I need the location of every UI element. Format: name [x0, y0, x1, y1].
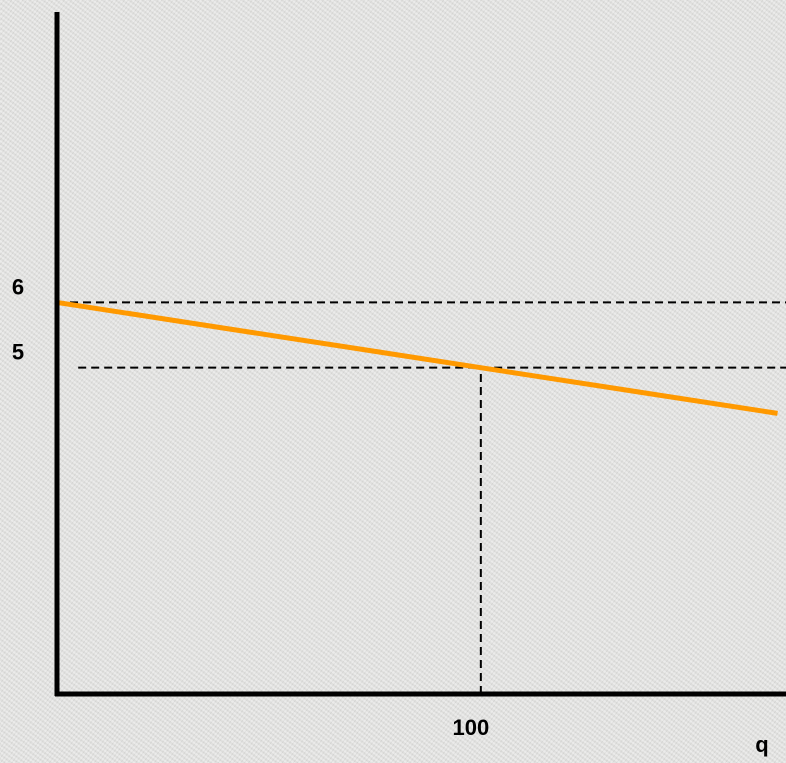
tick-labels: 6 5 100	[12, 274, 489, 740]
x-axis-label: q	[755, 732, 768, 757]
y-tick-label: 6	[12, 274, 24, 299]
series-line-0	[56, 299, 778, 416]
y-tick-label: 5	[12, 340, 24, 365]
x-tick-label: 100	[452, 715, 489, 740]
series-layer	[56, 299, 778, 416]
reference-lines	[57, 301, 786, 694]
